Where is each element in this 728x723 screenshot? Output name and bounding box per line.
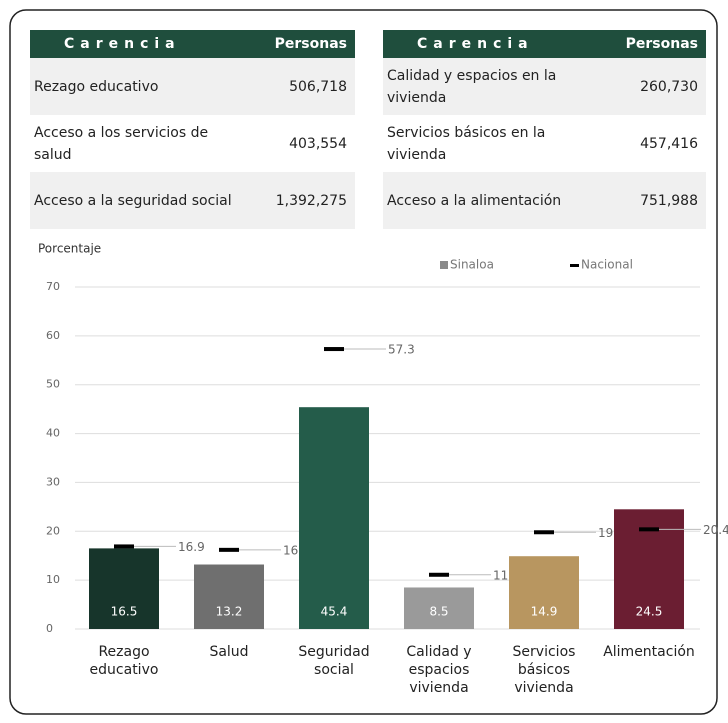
x-tick-label: básicos [518, 662, 570, 678]
y-tick-label: 50 [46, 378, 60, 391]
legend-swatch [570, 264, 579, 267]
x-tick-label: vivienda [514, 680, 573, 696]
table-cell: 1,392,275 [275, 192, 347, 209]
table-cell: Calidad y espacios en la vivienda [387, 67, 557, 106]
nacional-marker [534, 530, 554, 535]
table-row: Rezago educativo 506,718 [30, 58, 355, 115]
table-cell: 457,416 [640, 135, 698, 152]
x-tick-label: educativo [90, 662, 159, 678]
table-cell: Servicios básicos en la vivienda [387, 124, 546, 163]
x-tick-label: Alimentación [603, 644, 695, 660]
bar [194, 564, 264, 629]
x-tick-label: social [314, 662, 354, 678]
y-tick-label: 30 [46, 475, 60, 488]
x-tick-label: Servicios [513, 644, 576, 660]
bar [299, 407, 369, 629]
table-body: Rezago educativo 506,718 Acceso a los serv… [30, 58, 355, 229]
table-cell: Acceso a la seguridad social [34, 192, 232, 209]
table-cell: 506,718 [289, 78, 347, 95]
y-tick-label: 60 [46, 329, 60, 342]
table-cell: 403,554 [289, 135, 347, 152]
bar-value-label: 45.4 [321, 605, 348, 619]
nacional-marker [114, 544, 134, 549]
x-tick-label: vivienda [409, 680, 468, 696]
nacional-value-label: 16.9 [178, 540, 205, 554]
header-cell: Personas [274, 36, 347, 52]
y-tick-label: 70 [46, 280, 60, 293]
bar [404, 587, 474, 629]
table-cell: Acceso a la alimentación [387, 192, 562, 209]
table-cell: 260,730 [640, 78, 698, 95]
nacional-marker [324, 347, 344, 352]
bar-value-label: 16.5 [111, 605, 138, 619]
nacional-marker [219, 547, 239, 552]
x-tick-label: espacios [409, 662, 470, 678]
table-left: Carencia Personas Rezago educativo 506,718 A… [30, 30, 355, 229]
legend-label: Nacional [581, 258, 633, 272]
nacional-marker [429, 572, 449, 577]
bar-value-label: 8.5 [429, 605, 448, 619]
header-cell: Carencia [417, 36, 534, 52]
y-tick-label: 0 [46, 622, 53, 635]
table-row: Servicios básicos en la vivienda 457,416 [383, 115, 706, 172]
legend-label: Sinaloa [450, 258, 494, 272]
x-tick-label: Rezago [98, 644, 149, 660]
bar-value-label: 14.9 [531, 605, 558, 619]
x-tick-label: Salud [209, 644, 248, 660]
bar-value-label: 13.2 [216, 605, 243, 619]
legend-swatch [440, 261, 448, 269]
y-axis-label: Porcentaje [38, 242, 101, 256]
x-tick-label: Calidad y [406, 644, 471, 660]
bar-value-label: 24.5 [636, 605, 663, 619]
frame [9, 9, 718, 715]
table-cell: Rezago educativo [34, 78, 159, 95]
table-body: Calidad y espacios en la vivienda 260,730… [383, 58, 706, 229]
header-cell: Carencia [64, 36, 181, 52]
table-right: Carencia Personas Calidad y espacios en la… [383, 30, 706, 229]
table-row: Acceso a la seguridad social 1,392,275 [30, 172, 355, 229]
table-row: Acceso a los servicios de salud 403,554 [30, 115, 355, 172]
bar [89, 548, 159, 629]
y-tick-label: 10 [46, 573, 60, 586]
x-tick-label: Seguridad [298, 644, 369, 660]
nacional-marker [639, 527, 659, 532]
table-cell: Acceso a los servicios de salud [34, 124, 209, 163]
table-header: Carencia Personas [383, 30, 706, 58]
header-cell: Personas [625, 36, 698, 52]
bar [509, 556, 579, 629]
table-cell: 751,988 [640, 192, 698, 209]
y-tick-label: 40 [46, 427, 60, 440]
table-row: Calidad y espacios en la vivienda 260,730 [383, 58, 706, 115]
nacional-value-label: 20.4 [703, 523, 728, 537]
y-tick-label: 20 [46, 524, 60, 537]
nacional-value-label: 57.3 [388, 343, 415, 357]
table-row: Acceso a la alimentación 751,988 [383, 172, 706, 229]
table-header: Carencia Personas [30, 30, 355, 58]
